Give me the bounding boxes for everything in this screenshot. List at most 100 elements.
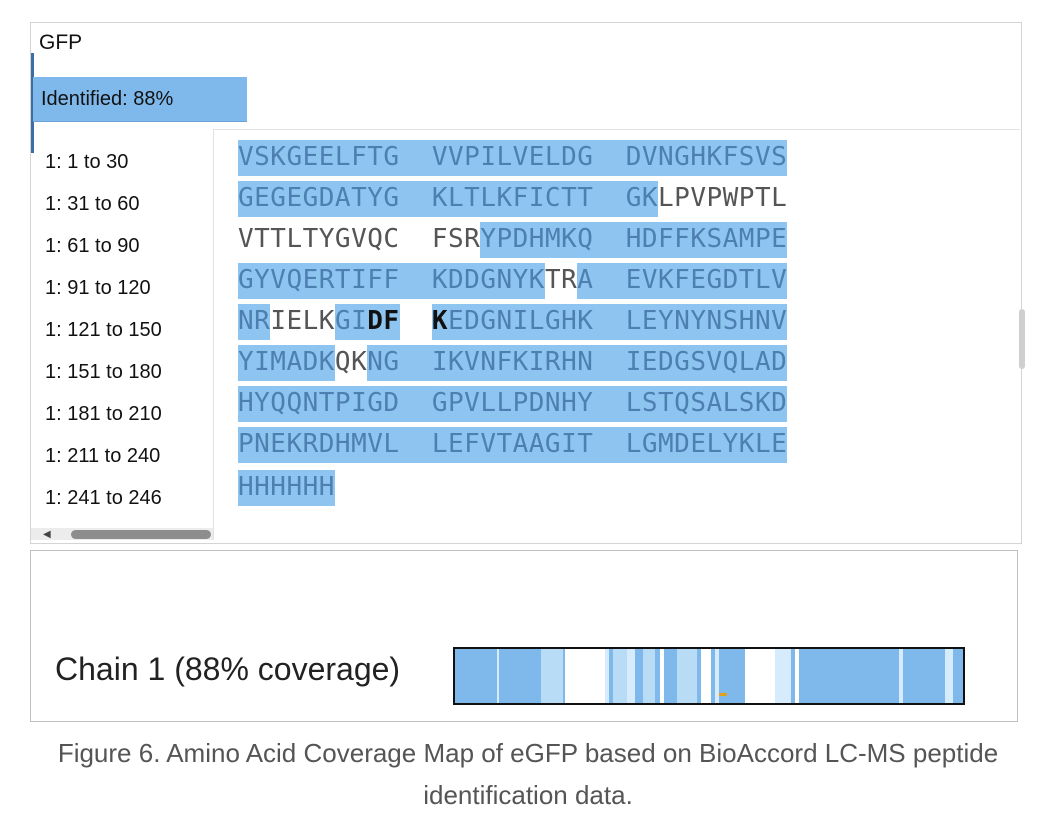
coverage-segment <box>945 649 953 703</box>
coverage-segment <box>613 649 627 703</box>
covered-residues: GK <box>625 181 659 217</box>
sequence-coverage-map: VSKGEELFTG VVPILVELDG DVNGHKFSVS GEGEGDAT… <box>213 129 1020 540</box>
covered-residues: HYQQNTPIGD <box>238 386 400 422</box>
covered-residues: GYVQERTIFF <box>238 263 400 299</box>
sequence-row: VTTLTYGVQC FSRYPDHMKQ HDFFKSAMPE <box>238 222 788 258</box>
covered-residues: A <box>577 263 594 299</box>
vertical-scroll-thumb[interactable] <box>1019 309 1025 369</box>
coverage-segment <box>660 649 664 703</box>
caption-line-2: identification data. <box>423 780 633 810</box>
covered-residues: GI <box>334 304 368 340</box>
range-label: 1: 211 to 240 <box>45 445 161 467</box>
covered-residues: YPDHMKQ <box>480 222 594 258</box>
chain-coverage-label: Chain 1 (88% coverage) <box>55 651 401 687</box>
horizontal-scrollbar[interactable]: ◀ <box>31 528 213 540</box>
covered-residues <box>399 427 432 463</box>
coverage-segment <box>795 649 799 703</box>
sequence-row: VSKGEELFTG VVPILVELDG DVNGHKFSVS <box>238 140 788 176</box>
covered-residues <box>399 345 432 381</box>
range-label: 1: 61 to 90 <box>45 235 140 257</box>
coverage-segment <box>775 649 791 703</box>
covered-residues: GEGEGDATYG <box>238 181 400 217</box>
uncovered-residues <box>399 222 432 258</box>
coverage-segment <box>541 649 563 703</box>
coverage-segment <box>677 649 697 703</box>
covered-residues <box>399 263 432 299</box>
uncovered-residues: IELK <box>270 304 335 340</box>
sequence-row: PNEKRDHMVL LEFVTAAGIT LGMDELYKLE <box>238 427 788 463</box>
selection-indicator <box>31 53 34 153</box>
range-label: 1: 121 to 150 <box>45 319 162 341</box>
uncovered-residues: TR <box>544 263 578 299</box>
identified-tab[interactable]: Identified: 88% <box>33 77 247 122</box>
uncovered-residues: QK <box>334 345 368 381</box>
covered-residues <box>593 304 626 340</box>
caption-line-1: Figure 6. Amino Acid Coverage Map of eGF… <box>57 738 999 768</box>
uncovered-residues: VTTLTYGVQC <box>238 222 400 258</box>
coverage-segment <box>745 649 775 703</box>
coverage-segment <box>497 649 499 703</box>
covered-residues <box>593 427 626 463</box>
covered-residues: NG <box>367 345 400 381</box>
covered-residues <box>593 181 626 217</box>
sequence-row: GEGEGDATYG KLTLKFICTT GKLPVPWPTL <box>238 181 788 217</box>
scroll-left-icon[interactable]: ◀ <box>43 529 51 540</box>
range-label: 1: 31 to 60 <box>45 193 140 215</box>
covered-residues: VVPILVELDG <box>431 140 594 176</box>
highlighted-residues: DF <box>367 304 400 340</box>
uncovered-residues: FSR <box>431 222 481 258</box>
covered-residues: LGMDELYKLE <box>625 427 788 463</box>
covered-residues: KDDGNYK <box>431 263 545 299</box>
coverage-segment <box>715 649 719 703</box>
covered-residues: NR <box>238 304 271 340</box>
range-label: 1: 181 to 210 <box>45 403 162 425</box>
covered-residues: DVNGHKFSVS <box>625 140 788 176</box>
covered-residues: KLTLKFICTT <box>431 181 594 217</box>
covered-residues <box>593 263 626 299</box>
coverage-marker <box>719 693 727 696</box>
sequence-row: HYQQNTPIGD GPVLLPDNHY LSTQSALSKD <box>238 386 788 422</box>
covered-residues: VSKGEELFTG <box>238 140 400 176</box>
covered-residues: LSTQSALSKD <box>625 386 788 422</box>
coverage-bar <box>453 647 965 705</box>
sequence-row: YIMADKQKNG IKVNFKIRHN IEDGSVQLAD <box>238 345 788 381</box>
protein-name: GFP <box>39 31 83 54</box>
horizontal-scroll-thumb[interactable] <box>71 530 211 539</box>
covered-residues <box>593 140 626 176</box>
covered-residues: EVKFEGDTLV <box>625 263 788 299</box>
covered-residues: PNEKRDHMVL <box>238 427 400 463</box>
chain-coverage-panel: Chain 1 (88% coverage) <box>30 550 1018 722</box>
coverage-segment <box>627 649 635 703</box>
covered-residues <box>593 386 626 422</box>
covered-residues: IKVNFKIRHN <box>431 345 594 381</box>
sequence-row: GYVQERTIFF KDDGNYKTRA EVKFEGDTLV <box>238 263 788 299</box>
covered-residues: HDFFKSAMPE <box>625 222 788 258</box>
uncovered-residues: LPVPWPTL <box>658 181 788 217</box>
range-label: 1: 1 to 30 <box>45 151 129 173</box>
covered-residues <box>399 181 432 217</box>
covered-residues: LEYNYNSHNV <box>625 304 788 340</box>
covered-residues: YIMADK <box>238 345 335 381</box>
covered-residues <box>593 222 626 258</box>
range-label: 1: 91 to 120 <box>45 277 151 299</box>
uncovered-residues <box>399 304 432 340</box>
identified-label: Identified: 88% <box>41 88 174 110</box>
covered-residues: EDGNILGHK <box>448 304 594 340</box>
sequence-row: HHHHHH <box>238 470 335 506</box>
covered-residues <box>399 140 432 176</box>
covered-residues <box>399 386 432 422</box>
figure-caption: Figure 6. Amino Acid Coverage Map of eGF… <box>0 732 1056 816</box>
covered-residues: GPVLLPDNHY <box>431 386 594 422</box>
sequence-panel: GFP Identified: 88% 1: 1 to 30 1: 31 to 6… <box>30 22 1025 544</box>
highlighted-residues: K <box>431 304 449 340</box>
coverage-segment <box>899 649 903 703</box>
coverage-segment <box>565 649 605 703</box>
covered-residues: IEDGSVQLAD <box>625 345 788 381</box>
sequence-row: NRIELKGIDF KEDGNILGHK LEYNYNSHNV <box>238 304 788 340</box>
coverage-segment <box>605 649 609 703</box>
covered-residues: HHHHHH <box>238 470 335 506</box>
coverage-segment <box>701 649 711 703</box>
range-label: 1: 241 to 246 <box>45 487 162 509</box>
coverage-segment <box>643 649 655 703</box>
range-list: 1: 1 to 30 1: 31 to 60 1: 61 to 90 1: 91 to… <box>45 147 215 525</box>
